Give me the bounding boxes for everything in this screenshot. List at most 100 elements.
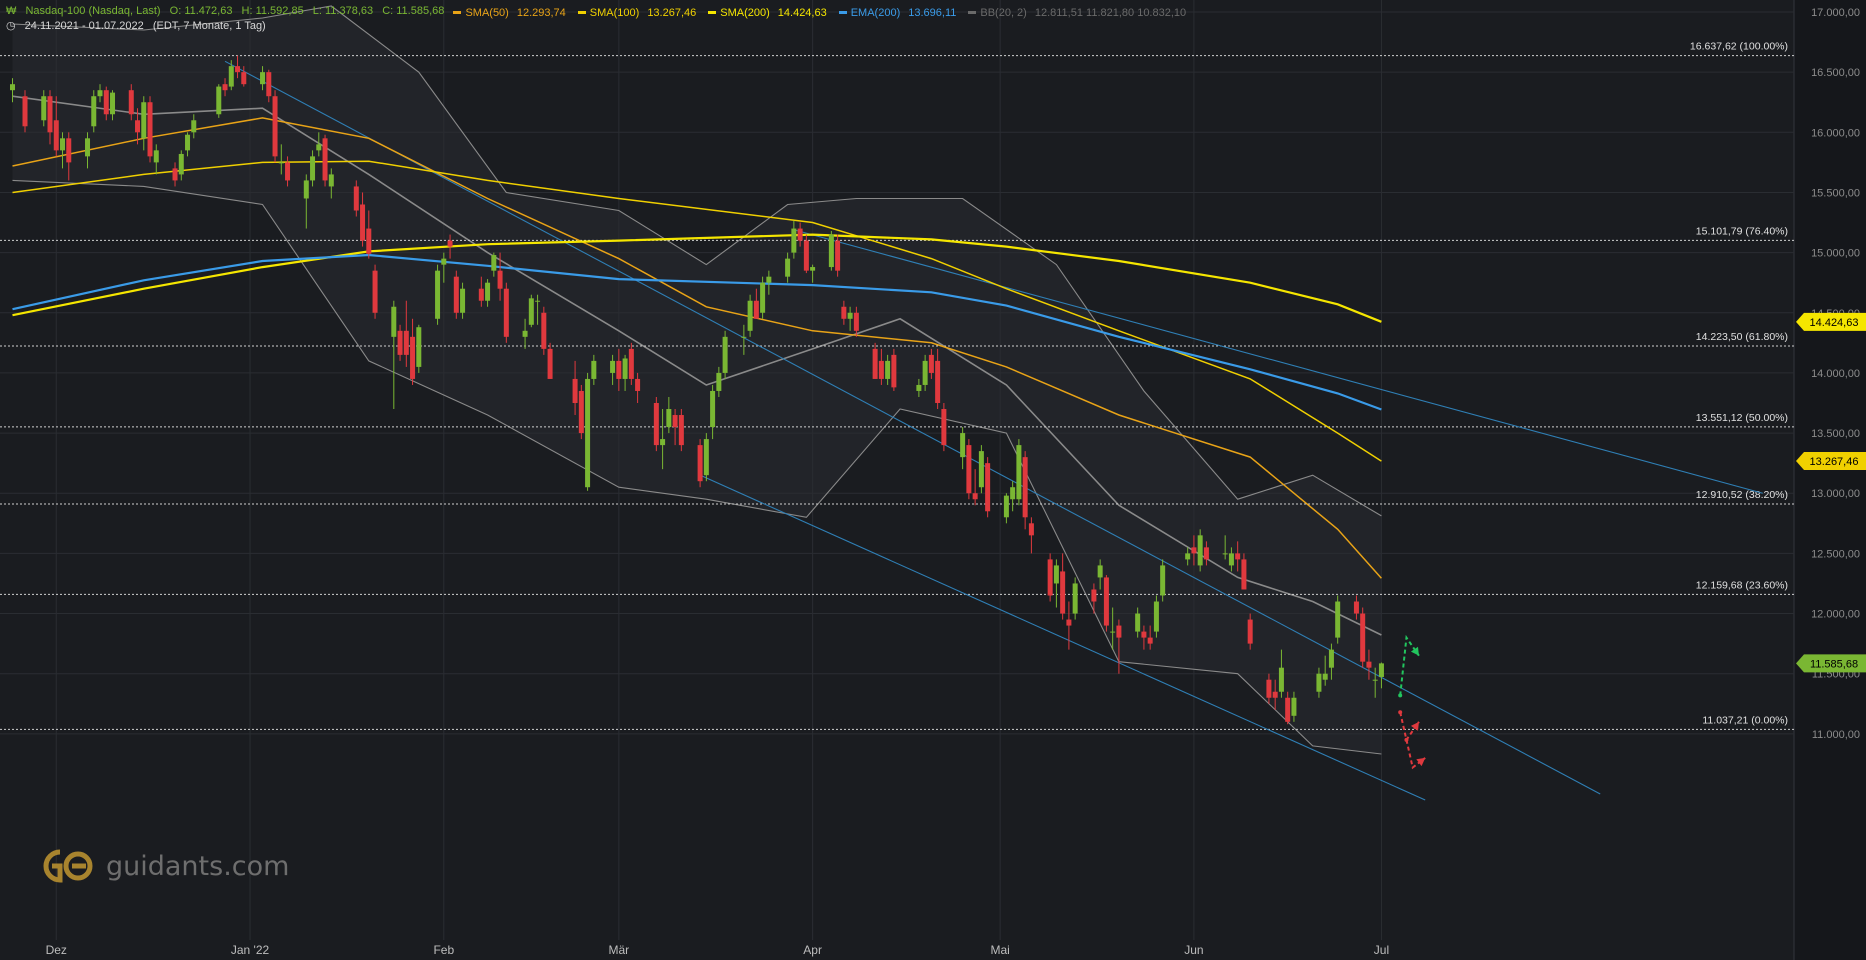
candle-body-150	[1378, 663, 1384, 677]
candle-body-108	[1003, 495, 1009, 518]
candle-body-92	[847, 312, 853, 319]
candle-body-125	[1147, 637, 1153, 644]
candle-body-53	[497, 270, 503, 289]
candle-body-16	[153, 150, 159, 163]
candle-body-116	[1066, 619, 1072, 626]
legend-swatch	[453, 11, 462, 14]
candle-body-79	[741, 336, 747, 338]
fibonacci-levels: 16.637,62 (100.00%) 15.101,79 (76.40%) 14.…	[0, 41, 1794, 730]
candle-body-29	[278, 162, 284, 164]
projection-arrows	[1398, 634, 1426, 770]
candle-body-106	[978, 451, 984, 488]
candle-body-133	[1228, 553, 1234, 566]
channel-line-0	[224, 60, 1601, 795]
candle-body-55	[522, 330, 528, 337]
candle-body-77	[716, 372, 722, 391]
candle-body-3	[47, 96, 53, 133]
candle-body-94	[872, 348, 878, 379]
candle-body-52	[491, 255, 497, 271]
candle-body-18	[178, 153, 184, 175]
candle-body-72	[672, 415, 678, 428]
candle-body-76	[710, 390, 716, 428]
ma-line-3	[12, 253, 1382, 411]
candle-body-0	[10, 84, 16, 91]
bollinger-line-2	[12, 179, 1382, 755]
x-tick-label-7: Jul	[1374, 943, 1389, 957]
candle-body-41	[397, 330, 403, 355]
candle-body-30	[285, 162, 291, 181]
y-tick-label-12: 11.000,00	[1812, 729, 1860, 741]
ohlc-low: L: 11.378,63	[312, 5, 374, 17]
x-tick-label-5: Mai	[990, 943, 1009, 957]
price-tag-bg-2	[1796, 654, 1866, 673]
candle-body-46	[441, 258, 447, 265]
period-note: (EDT, 7 Monate, 1 Tag)	[152, 20, 266, 32]
candle-body-97	[891, 354, 897, 388]
clock-icon: ◷	[6, 20, 16, 32]
legend-item-4: BB(20, 2) 12.811,51 11.821,80 10.832,10	[968, 7, 1192, 19]
guidants-logo-text: guidants.com	[106, 850, 290, 882]
candle-body-93	[853, 312, 859, 331]
bollinger-line-0	[12, 5, 1382, 517]
candle-body-111	[1022, 457, 1028, 518]
candle-body-2	[41, 96, 47, 121]
legend-value: 12.811,51 11.821,80 10.832,10	[1034, 6, 1187, 19]
candle-body-114	[1053, 565, 1059, 584]
ohlc-close: C: 11.585,68	[382, 5, 445, 17]
candle-body-26	[260, 72, 266, 85]
candle-body-126	[1153, 601, 1159, 632]
candle-body-58	[541, 312, 547, 349]
candle-body-115	[1060, 571, 1066, 614]
candle-body-82	[760, 282, 766, 313]
candle-body-15	[147, 102, 153, 157]
instrument-name: Nasdaq-100 (Nasdaq, Last)	[25, 5, 161, 17]
channel-line-2	[793, 229, 1763, 494]
moving-averages	[12, 117, 1382, 579]
candle-body-21	[216, 86, 222, 115]
x-tick-label-0: Dez	[46, 943, 67, 957]
candle-body-62	[585, 378, 591, 488]
arrow-head-0	[1410, 646, 1419, 656]
candle-body-120	[1103, 577, 1109, 626]
ohlc-high: H: 11.592,85	[241, 5, 304, 17]
y-tick-label-6: 14.000,00	[1811, 368, 1860, 380]
candle-body-98	[916, 384, 922, 391]
legend-label: SMA(200)	[720, 6, 770, 19]
legend-value: 12.293,74	[516, 6, 566, 19]
candle-body-44	[416, 327, 422, 367]
candle-body-104	[966, 445, 972, 494]
candle-body-71	[666, 409, 672, 428]
candle-body-31	[303, 180, 309, 199]
candle-body-80	[747, 300, 753, 331]
candle-body-136	[1247, 619, 1253, 644]
candle-body-135	[1241, 559, 1247, 590]
legend-value: 13.696,11	[908, 6, 957, 19]
arrow-head-2	[1416, 757, 1426, 767]
fib-label-2: 14.223,50 (61.80%)	[1696, 331, 1788, 343]
candle-body-149	[1372, 679, 1378, 681]
candle-body-81	[753, 300, 759, 319]
fib-label-5: 12.159,68 (23.60%)	[1696, 579, 1788, 591]
candle-body-90	[835, 240, 841, 271]
candle-body-36	[353, 186, 359, 211]
candle-body-137	[1266, 679, 1272, 698]
y-tick-label-3: 15.500,00	[1811, 187, 1860, 199]
candle-body-145	[1335, 601, 1341, 638]
candle-body-128	[1185, 553, 1191, 560]
price-tag-bg-1	[1796, 452, 1866, 471]
legend-swatch	[968, 11, 977, 14]
candle-body-22	[222, 84, 228, 91]
candle-body-84	[785, 258, 791, 277]
candle-body-43	[410, 336, 416, 379]
candle-body-25	[241, 72, 247, 85]
candle-body-28	[272, 96, 278, 157]
candle-body-61	[578, 390, 584, 434]
indicator-legend: SMA(50) 12.293,74 SMA(100) 13.267,46 SMA(200…	[453, 5, 1198, 19]
price-tag-label-0: 14.424,63	[1810, 317, 1859, 329]
fib-label-0: 16.637,62 (100.00%)	[1690, 41, 1788, 53]
candle-body-139	[1278, 667, 1284, 692]
x-tick-label-4: Apr	[803, 943, 822, 957]
fib-label-6: 11.037,21 (0.00%)	[1702, 714, 1788, 726]
legend-label: EMA(200)	[850, 6, 901, 19]
